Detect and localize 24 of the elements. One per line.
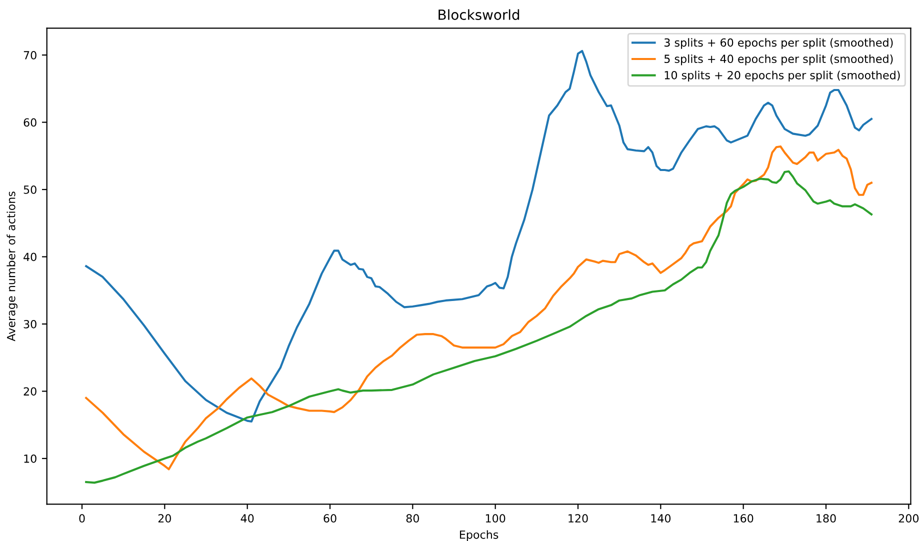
legend-label: 10 splits + 20 epochs per split (smoothed) xyxy=(664,70,900,82)
y-tick-label: 20 xyxy=(24,387,36,396)
x-tick-label: 180 xyxy=(816,514,836,523)
x-tick-label: 120 xyxy=(568,514,588,523)
legend-label: 5 splits + 40 epochs per split (smoothed) xyxy=(664,54,893,66)
x-tick-label: 140 xyxy=(651,514,671,523)
legend-label: 3 splits + 60 epochs per split (smoothed) xyxy=(664,38,893,49)
x-tick-label: 40 xyxy=(240,514,254,523)
x-tick-label: 100 xyxy=(486,514,506,523)
x-tick-label: 0 xyxy=(79,514,85,523)
x-tick-label: 160 xyxy=(734,514,754,523)
y-tick-label: 10 xyxy=(24,454,36,463)
x-tick-label: 80 xyxy=(406,514,419,523)
y-tick-label: 50 xyxy=(24,185,36,194)
y-axis-title: Average number of actions xyxy=(6,192,18,342)
x-tick-label: 60 xyxy=(324,514,336,523)
chart-title: Blocksworld xyxy=(438,9,520,20)
x-tick-label: 20 xyxy=(158,514,171,523)
y-tick-label: 40 xyxy=(24,252,36,262)
x-axis-title: Epochs xyxy=(460,530,498,541)
y-tick-label: 60 xyxy=(24,118,36,127)
x-tick-label: 200 xyxy=(898,514,919,523)
y-tick-label: 30 xyxy=(24,320,36,328)
y-tick-label: 70 xyxy=(24,51,36,60)
